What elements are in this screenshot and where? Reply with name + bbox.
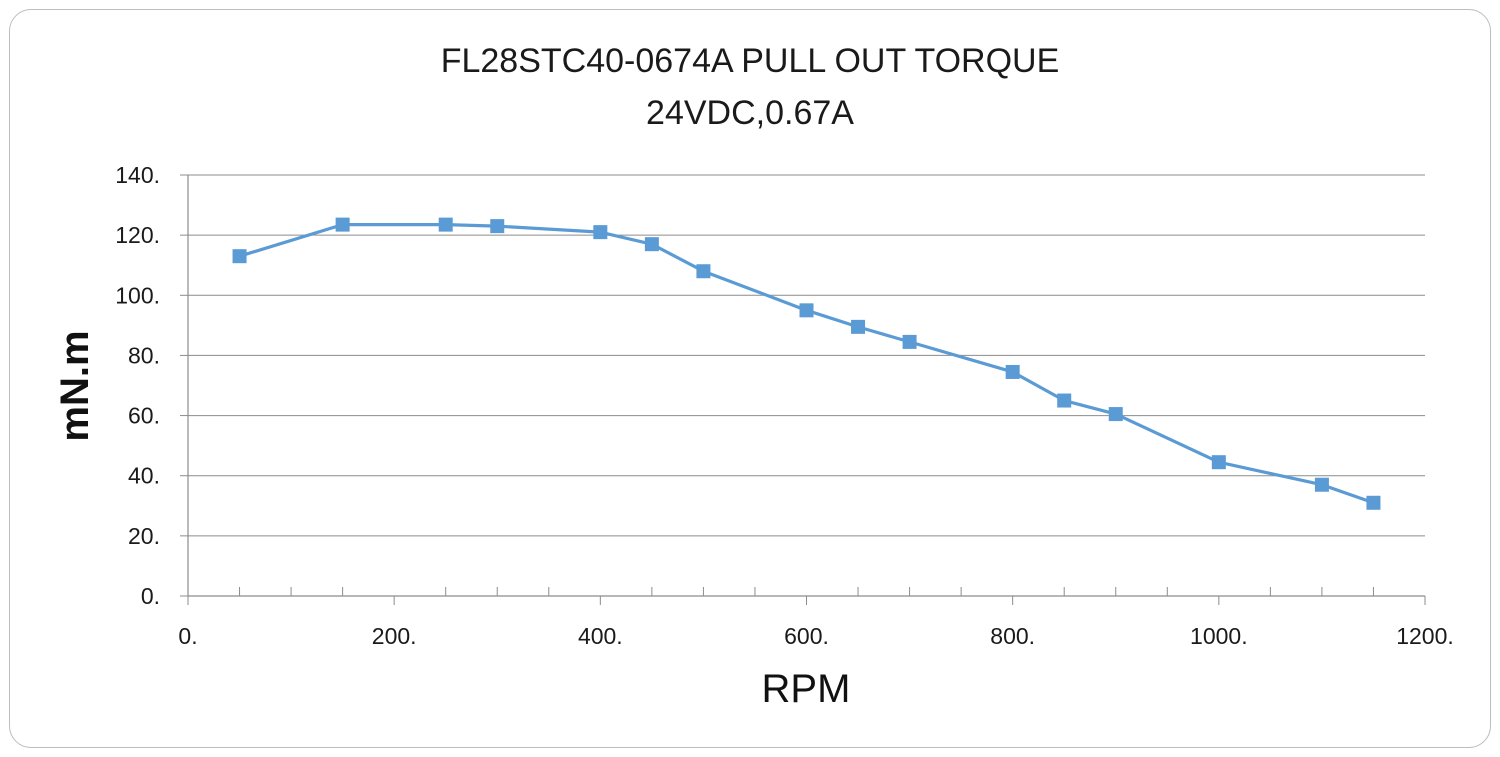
data-point — [696, 264, 711, 279]
data-point — [902, 334, 917, 349]
data-point — [1005, 364, 1020, 379]
data-point — [1108, 407, 1123, 422]
grid-lines — [188, 174, 1425, 537]
data-point — [1211, 455, 1226, 470]
data-point — [232, 249, 247, 264]
x-tick-labels: 0. 200. 400. 600. 800. 1000. 1200. — [178, 623, 1453, 649]
y-axis-title: mN.m — [53, 330, 97, 441]
x-tick-label: 0. — [178, 623, 197, 649]
data-point — [1057, 393, 1072, 408]
data-point — [490, 219, 505, 234]
y-tick-label: 60. — [128, 403, 160, 429]
y-tick-label: 40. — [128, 463, 160, 489]
data-point — [851, 319, 866, 334]
chart-frame — [9, 9, 1491, 748]
data-point — [1366, 495, 1381, 510]
data-point — [335, 217, 350, 232]
y-tick-label: 120. — [115, 222, 160, 248]
x-tick-label: 800. — [990, 623, 1035, 649]
axes — [187, 175, 1425, 597]
y-tick-label: 0. — [141, 583, 160, 609]
tick-marks — [180, 174, 1426, 605]
x-tick-label: 1000. — [1190, 623, 1248, 649]
data-point — [799, 303, 814, 318]
data-point — [644, 237, 659, 252]
y-tick-label: 140. — [115, 162, 160, 188]
x-axis-title: RPM — [762, 667, 851, 711]
data-point — [593, 225, 608, 240]
data-point — [1314, 477, 1329, 492]
series-group — [232, 217, 1381, 510]
x-tick-label: 1200. — [1396, 623, 1454, 649]
x-tick-label: 600. — [784, 623, 829, 649]
chart-subtitle: 24VDC,0.67A — [646, 94, 854, 132]
y-tick-label: 100. — [115, 282, 160, 308]
series-line — [239, 223, 1374, 505]
x-tick-label: 400. — [578, 623, 623, 649]
y-tick-label: 20. — [128, 523, 160, 549]
y-tick-labels: 0. 20. 40. 60. 80. 100. 120. 140. — [115, 162, 160, 609]
chart-title: FL28STC40-0674A PULL OUT TORQUE — [440, 42, 1060, 80]
x-tick-label: 200. — [372, 623, 417, 649]
data-point — [438, 217, 453, 232]
y-tick-label: 80. — [128, 342, 160, 368]
